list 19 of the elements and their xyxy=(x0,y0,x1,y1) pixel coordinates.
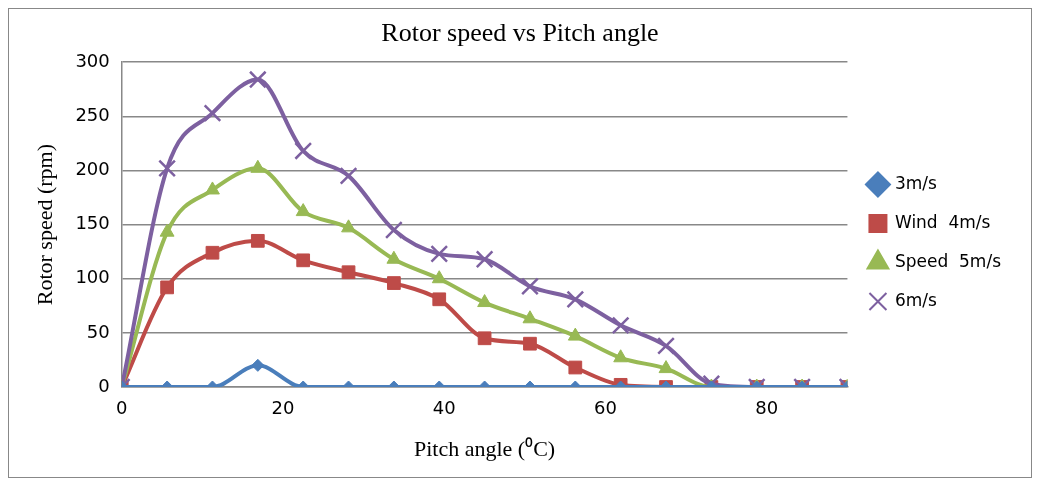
y-tick-label: 300 xyxy=(75,49,110,71)
x-tick-label: 80 xyxy=(755,397,779,419)
chart-title: Rotor speed vs Pitch angle xyxy=(381,18,659,48)
x-tick-label: 20 xyxy=(271,397,295,419)
y-tick-label: 0 xyxy=(98,374,110,396)
x-tick-label: 0 xyxy=(116,397,128,419)
y-tick-label: 100 xyxy=(75,266,110,288)
x-tick-label: 40 xyxy=(432,397,456,419)
y-tick-label: 150 xyxy=(75,212,110,234)
legend-label: 3m/s xyxy=(894,172,938,193)
x-axis-title: Pitch angle (⁰C) xyxy=(414,435,556,461)
y-tick-label: 200 xyxy=(75,158,110,180)
y-tick-label: 250 xyxy=(75,104,110,126)
y-tick-label: 50 xyxy=(86,320,110,342)
legend-label: Speed 5m/s xyxy=(894,250,1002,271)
legend-label: Wind 4m/s xyxy=(894,211,991,232)
x-tick-label: 60 xyxy=(594,397,617,419)
y-axis-title: Rotor speed (rpm) xyxy=(31,143,57,306)
legend-label: 6m/s xyxy=(894,289,938,310)
